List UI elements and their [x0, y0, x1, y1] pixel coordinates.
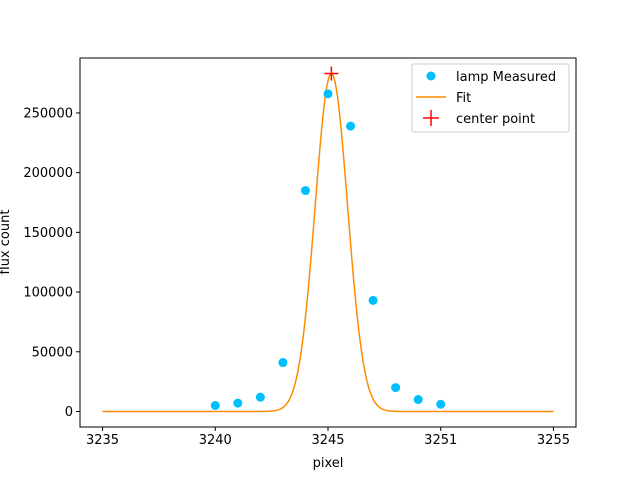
- x-axis-ticks: 3235 3240 3245 3251 3255: [86, 427, 570, 448]
- y-axis-label: flux count: [0, 210, 13, 275]
- x-tick-label: 3251: [424, 433, 457, 448]
- data-point-lamp-measured: [391, 383, 401, 393]
- x-axis-label: pixel: [313, 456, 344, 471]
- data-point-lamp-measured: [436, 399, 446, 409]
- y-tick-label: 50000: [32, 345, 73, 360]
- data-point-lamp-measured: [368, 295, 378, 305]
- data-point-lamp-measured: [413, 395, 423, 405]
- x-tick-label: 3245: [311, 433, 344, 448]
- data-point-lamp-measured: [346, 121, 356, 131]
- center-point-marker: [324, 66, 339, 81]
- legend-label-center-point: center point: [456, 112, 535, 127]
- legend-frame: [411, 63, 570, 133]
- data-point-lamp-measured: [255, 392, 265, 402]
- x-tick-label: 3240: [199, 433, 232, 448]
- legend-label-lamp-measured: lamp Measured: [456, 70, 556, 85]
- axes-frame: [79, 57, 577, 428]
- y-tick-label: 0: [65, 405, 73, 420]
- fit-curve: [102, 72, 554, 413]
- legend: lamp Measured Fit center point: [411, 63, 570, 133]
- data-point-lamp-measured: [278, 358, 288, 368]
- data-point-lamp-measured: [210, 401, 220, 411]
- legend-marker-lamp-measured: [426, 71, 436, 81]
- y-axis-ticks: 0 50000 100000 150000 200000 250000: [23, 106, 80, 420]
- y-tick-label: 100000: [23, 286, 73, 301]
- x-tick-label: 3255: [537, 433, 570, 448]
- data-point-lamp-measured: [323, 89, 333, 99]
- x-tick-label: 3235: [86, 433, 119, 448]
- data-point-lamp-measured: [233, 398, 243, 408]
- y-tick-label: 250000: [23, 106, 73, 121]
- plot-area: [102, 66, 554, 413]
- y-tick-label: 200000: [23, 166, 73, 181]
- legend-label-fit: Fit: [456, 91, 471, 106]
- data-point-lamp-measured: [300, 186, 310, 196]
- y-tick-label: 150000: [23, 226, 73, 241]
